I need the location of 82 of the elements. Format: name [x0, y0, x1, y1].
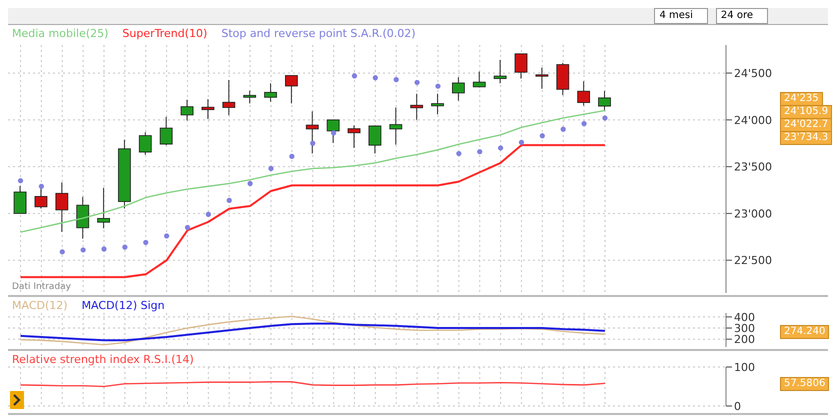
candlestick — [160, 116, 173, 146]
point — [310, 140, 316, 146]
text: Stop and reverse point S.A.R.(0.02) — [221, 27, 416, 40]
point — [372, 75, 378, 80]
text: 23'734.3 — [780, 130, 832, 145]
y-tick-label: 24'000 — [734, 114, 772, 127]
text: 24 ore — [716, 8, 768, 24]
y-tick-label: 300 — [734, 322, 755, 335]
series-label: Relative strength index R.S.I.(14) — [12, 353, 194, 366]
point — [331, 130, 336, 136]
candlestick — [285, 75, 298, 104]
candlestick — [76, 196, 90, 240]
point — [122, 244, 128, 250]
y-tick-label: 0 — [734, 400, 741, 413]
point — [18, 178, 24, 184]
point — [435, 84, 441, 89]
candlestick — [202, 98, 214, 120]
point — [540, 133, 545, 138]
point — [602, 115, 608, 121]
point — [414, 80, 420, 86]
point — [143, 240, 148, 246]
text: 24'235 — [780, 92, 823, 106]
candlestick — [431, 93, 444, 115]
candlestick — [14, 185, 26, 214]
point — [518, 140, 524, 145]
point — [60, 249, 65, 254]
candlestick — [264, 82, 277, 102]
line-series — [20, 316, 606, 346]
candlestick — [222, 80, 236, 116]
point — [226, 198, 232, 203]
candlestick — [472, 71, 486, 88]
line-series — [20, 110, 606, 233]
point — [164, 233, 170, 239]
candlestick — [389, 107, 402, 146]
candlestick — [514, 53, 528, 80]
point — [352, 73, 358, 78]
line-series — [20, 322, 606, 342]
candlestick — [535, 67, 548, 90]
text: 274.240 — [780, 324, 830, 339]
text: 57.5806 — [780, 377, 830, 392]
candlestick — [55, 182, 68, 232]
point — [560, 126, 566, 132]
candlestick — [494, 59, 507, 84]
point — [80, 247, 86, 253]
y-tick-label: 200 — [734, 333, 755, 346]
candlestick — [306, 110, 319, 154]
text: Media mobile(25) — [12, 27, 108, 40]
point — [477, 149, 482, 154]
point — [394, 77, 399, 82]
point — [498, 145, 504, 151]
y-tick-label: 23'500 — [734, 160, 772, 174]
point — [248, 180, 253, 186]
point — [101, 246, 107, 252]
candlestick — [180, 99, 194, 121]
candlestick — [138, 132, 152, 156]
text: 4 mesi — [654, 8, 708, 24]
text: MACD(12) Sign — [82, 299, 165, 312]
text: 24'022.7 — [780, 118, 832, 132]
candlestick — [598, 90, 611, 112]
y-tick-label: 100 — [734, 360, 755, 374]
y-tick-label: 22'500 — [734, 254, 772, 268]
point — [206, 212, 211, 217]
y-tick-label: 23'000 — [734, 207, 772, 220]
candlestick — [452, 76, 465, 102]
candlestick — [326, 119, 340, 144]
text: 24'105.9 — [780, 104, 832, 119]
candlestick — [97, 187, 110, 229]
text: SuperTrend(10) — [122, 27, 208, 40]
point — [184, 224, 190, 230]
text: MACD(12) — [12, 299, 68, 312]
point — [38, 184, 44, 189]
point — [289, 154, 294, 159]
candlestick — [348, 124, 360, 148]
point — [456, 150, 462, 156]
candlestick — [243, 90, 256, 104]
candlestick — [577, 80, 590, 106]
y-tick-label: 24'500 — [734, 66, 772, 80]
point — [581, 121, 587, 126]
y-tick-label: 400 — [734, 310, 755, 324]
point — [268, 166, 274, 172]
annotation: Dati Intraday — [12, 282, 71, 292]
candlestick — [368, 124, 382, 154]
